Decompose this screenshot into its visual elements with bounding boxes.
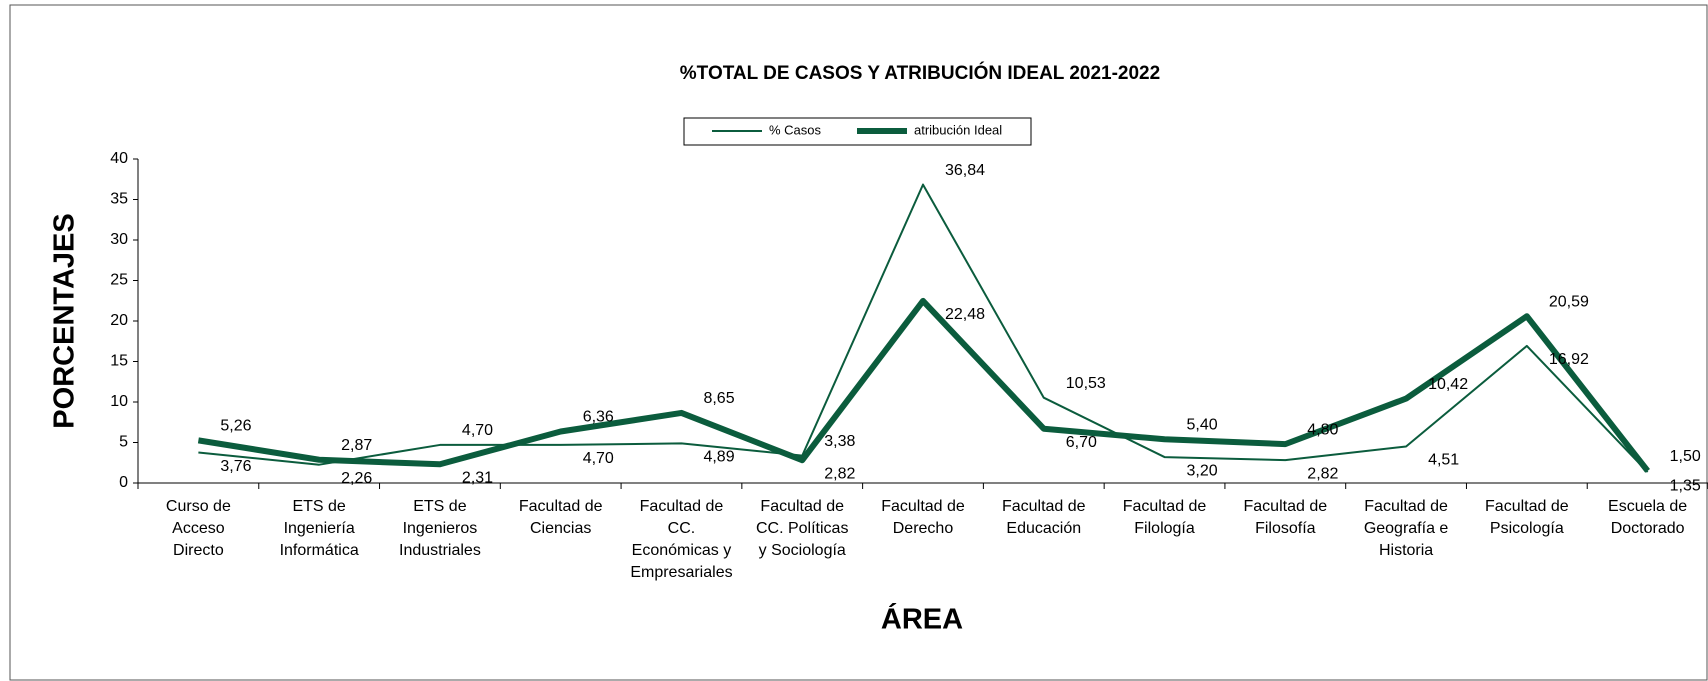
data-label: 1,50 <box>1670 448 1701 465</box>
x-tick-label: ETS de Ingeniería Informática <box>280 498 359 559</box>
data-label: 36,84 <box>945 162 985 179</box>
y-tick-label: 40 <box>110 150 128 167</box>
y-tick-label: 15 <box>110 353 128 370</box>
y-tick-label: 0 <box>119 474 128 491</box>
legend-label: atribución Ideal <box>914 122 1002 137</box>
x-tick-label: Facultad de Ciencias <box>519 498 603 537</box>
y-tick-label: 35 <box>110 191 128 208</box>
data-label: 3,76 <box>220 458 251 475</box>
x-tick-label: Facultad de Geografía e Historia <box>1364 498 1449 559</box>
y-axis-title: PORCENTAJES <box>49 213 81 428</box>
x-tick-label: Curso de Acceso Directo <box>166 498 231 559</box>
y-tick-label: 20 <box>110 312 128 329</box>
x-axis-title: ÁREA <box>881 602 963 636</box>
data-label: 3,20 <box>1187 462 1218 479</box>
data-label: 1,35 <box>1670 477 1701 494</box>
data-label: 4,80 <box>1307 421 1338 438</box>
data-label: 10,53 <box>1066 375 1106 392</box>
data-label: 16,92 <box>1549 351 1589 368</box>
x-tick-label: Facultad de Derecho <box>881 498 965 537</box>
data-label: 5,40 <box>1187 416 1218 433</box>
legend-label: % Casos <box>769 122 822 137</box>
data-label: 4,70 <box>462 422 493 439</box>
y-tick-label: 10 <box>110 393 128 410</box>
y-tick-label: 30 <box>110 231 128 248</box>
chart-border <box>9 4 1708 681</box>
data-label: 4,89 <box>703 449 734 466</box>
data-label: 6,36 <box>583 409 614 426</box>
x-tick-label: Escuela de Doctorado <box>1608 498 1687 537</box>
data-label: 4,70 <box>583 450 614 467</box>
data-label: 2,26 <box>341 470 372 487</box>
x-tick-label: Facultad de Filosofía <box>1244 498 1328 537</box>
x-tick-label: Facultad de Psicología <box>1485 498 1569 537</box>
data-label: 20,59 <box>1549 293 1589 310</box>
data-label: 2,82 <box>824 465 855 482</box>
data-label: 2,82 <box>1307 465 1338 482</box>
data-label: 2,87 <box>341 437 372 454</box>
x-tick-label: Facultad de Educación <box>1002 498 1086 537</box>
x-tick-label: Facultad de CC. Políticas y Sociología <box>756 498 848 559</box>
data-label: 3,38 <box>824 433 855 450</box>
data-label: 22,48 <box>945 306 985 323</box>
data-label: 5,26 <box>220 418 251 435</box>
series-line <box>197 297 1650 473</box>
x-tick-label: Facultad de Filología <box>1123 498 1207 537</box>
chart-title: %TOTAL DE CASOS Y ATRIBUCIÓN IDEAL 2021-… <box>680 62 1160 84</box>
y-tick-label: 5 <box>119 434 128 451</box>
series-line <box>198 183 1649 473</box>
data-label: 4,51 <box>1428 452 1459 469</box>
x-tick-label: Facultad de CC. Económicas y Empresariales <box>630 498 732 581</box>
data-label: 6,70 <box>1066 434 1097 451</box>
y-tick-label: 25 <box>110 272 128 289</box>
data-label: 8,65 <box>703 390 734 407</box>
data-label: 10,42 <box>1428 376 1468 393</box>
data-label: 2,31 <box>462 470 493 487</box>
x-tick-label: ETS de Ingenieros Industriales <box>399 498 481 559</box>
